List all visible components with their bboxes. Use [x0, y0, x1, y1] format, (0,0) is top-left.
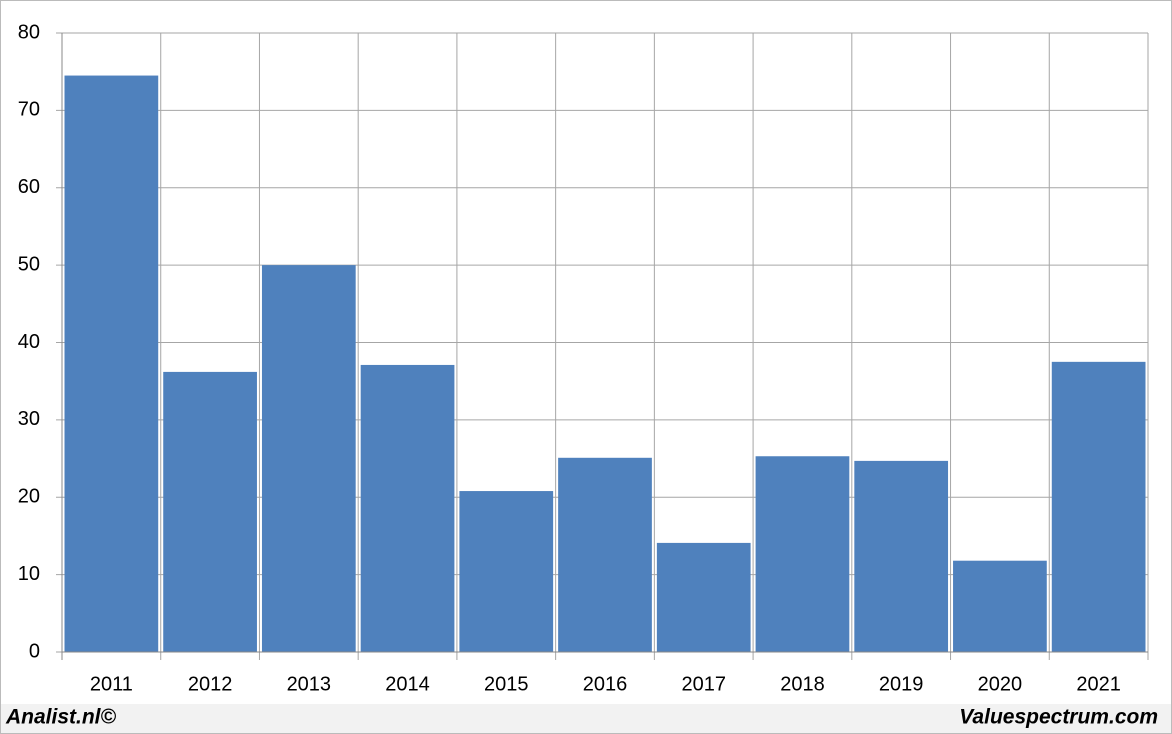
- x-tick-label: 2021: [1076, 673, 1121, 695]
- x-tick-label: 2017: [681, 673, 726, 695]
- bar: [1051, 361, 1146, 652]
- y-tick-label: 70: [18, 99, 40, 121]
- bar: [261, 265, 356, 652]
- x-tick-label: 2020: [978, 673, 1023, 695]
- x-tick-label: 2016: [583, 673, 628, 695]
- y-tick-label: 50: [18, 253, 40, 275]
- bar: [558, 457, 652, 652]
- y-tick-label: 0: [29, 640, 40, 662]
- bar: [656, 542, 751, 652]
- x-tick-label: 2013: [287, 673, 332, 695]
- y-tick-label: 20: [18, 486, 40, 508]
- y-tick-label: 40: [18, 331, 40, 353]
- x-tick-label: 2014: [385, 673, 430, 695]
- bar: [755, 456, 850, 652]
- bar: [163, 371, 257, 652]
- x-tick-label: 2015: [484, 673, 529, 695]
- x-tick-label: 2018: [780, 673, 825, 695]
- bar: [360, 364, 455, 652]
- y-tick-label: 80: [18, 21, 40, 43]
- y-tick-label: 30: [18, 408, 40, 430]
- bar: [459, 491, 554, 652]
- bar: [64, 75, 159, 652]
- y-tick-label: 60: [18, 176, 40, 198]
- y-tick-label: 10: [18, 563, 40, 585]
- x-tick-label: 2019: [879, 673, 924, 695]
- x-tick-label: 2011: [90, 673, 133, 695]
- x-tick-label: 2012: [188, 673, 233, 695]
- footer-band: [1, 704, 1171, 733]
- bar: [854, 460, 949, 652]
- bar: [953, 560, 1047, 652]
- footer-left: Analist.nl©: [5, 706, 117, 729]
- footer-right: Valuespectrum.com: [959, 706, 1158, 729]
